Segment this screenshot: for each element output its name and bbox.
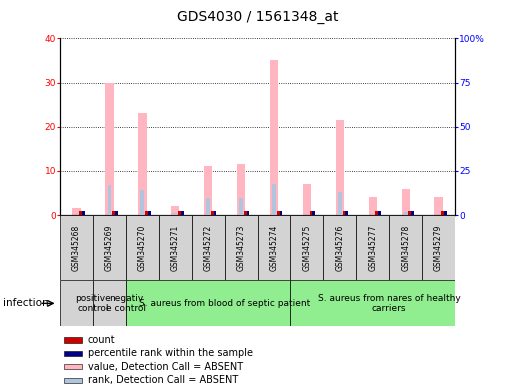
- Text: GSM345275: GSM345275: [302, 225, 311, 271]
- Bar: [257, 215, 290, 280]
- Text: negativ
e control: negativ e control: [106, 294, 146, 313]
- Bar: [378, 210, 381, 215]
- Text: GSM345278: GSM345278: [401, 225, 410, 271]
- Bar: [404, 212, 407, 215]
- Bar: [64, 364, 82, 369]
- Bar: [376, 210, 378, 215]
- Text: GSM345273: GSM345273: [236, 225, 246, 271]
- Bar: [192, 215, 225, 280]
- Text: GSM345269: GSM345269: [105, 225, 114, 271]
- Text: percentile rank within the sample: percentile rank within the sample: [88, 348, 253, 358]
- Bar: [336, 120, 344, 215]
- Bar: [422, 215, 455, 280]
- Text: positive
control: positive control: [75, 294, 111, 313]
- Bar: [138, 114, 146, 215]
- Bar: [441, 210, 444, 215]
- Bar: [270, 61, 278, 215]
- Bar: [93, 280, 126, 326]
- Bar: [279, 210, 282, 215]
- Text: GSM345271: GSM345271: [171, 225, 180, 271]
- Bar: [93, 215, 126, 280]
- Bar: [173, 213, 177, 215]
- Bar: [178, 210, 181, 215]
- Bar: [106, 83, 113, 215]
- Bar: [239, 198, 243, 215]
- Bar: [64, 351, 82, 356]
- Text: value, Detection Call = ABSENT: value, Detection Call = ABSENT: [88, 362, 243, 372]
- Bar: [389, 215, 422, 280]
- Bar: [108, 185, 111, 215]
- Bar: [115, 210, 118, 215]
- Bar: [64, 377, 82, 383]
- Bar: [126, 215, 159, 280]
- Bar: [214, 210, 217, 215]
- Bar: [145, 210, 148, 215]
- Bar: [244, 210, 247, 215]
- Bar: [402, 189, 410, 215]
- Bar: [225, 215, 257, 280]
- Bar: [272, 184, 276, 215]
- Text: GSM345268: GSM345268: [72, 225, 81, 271]
- Text: GSM345277: GSM345277: [368, 225, 377, 271]
- Bar: [338, 192, 342, 215]
- Bar: [310, 210, 312, 215]
- Text: GSM345274: GSM345274: [269, 225, 279, 271]
- Bar: [126, 280, 290, 326]
- Bar: [277, 210, 279, 215]
- Bar: [82, 210, 85, 215]
- Bar: [312, 210, 315, 215]
- Text: count: count: [88, 335, 116, 345]
- Bar: [356, 215, 389, 280]
- Bar: [369, 197, 377, 215]
- Bar: [435, 197, 442, 215]
- Text: rank, Detection Call = ABSENT: rank, Detection Call = ABSENT: [88, 375, 238, 384]
- Bar: [73, 209, 81, 215]
- Bar: [408, 210, 411, 215]
- Bar: [181, 210, 184, 215]
- Bar: [60, 215, 93, 280]
- Text: S. aureus from blood of septic patient: S. aureus from blood of septic patient: [139, 299, 310, 308]
- Bar: [323, 215, 356, 280]
- Text: GSM345270: GSM345270: [138, 225, 147, 271]
- Bar: [237, 164, 245, 215]
- Text: GSM345279: GSM345279: [434, 225, 443, 271]
- Bar: [303, 184, 311, 215]
- Text: infection: infection: [3, 298, 48, 308]
- Bar: [79, 210, 82, 215]
- Bar: [64, 337, 82, 343]
- Text: GSM345276: GSM345276: [335, 225, 344, 271]
- Bar: [411, 210, 414, 215]
- Bar: [159, 215, 192, 280]
- Bar: [290, 215, 323, 280]
- Bar: [148, 210, 151, 215]
- Text: GSM345272: GSM345272: [204, 225, 213, 271]
- Text: GDS4030 / 1561348_at: GDS4030 / 1561348_at: [177, 10, 338, 24]
- Bar: [444, 210, 447, 215]
- Bar: [343, 210, 345, 215]
- Bar: [112, 210, 115, 215]
- Bar: [247, 210, 249, 215]
- Bar: [345, 210, 348, 215]
- Bar: [141, 190, 144, 215]
- Bar: [171, 206, 179, 215]
- Bar: [204, 167, 212, 215]
- Bar: [60, 280, 93, 326]
- Bar: [290, 280, 455, 326]
- Text: S. aureus from nares of healthy
carriers: S. aureus from nares of healthy carriers: [318, 294, 461, 313]
- Bar: [211, 210, 214, 215]
- Bar: [206, 198, 210, 215]
